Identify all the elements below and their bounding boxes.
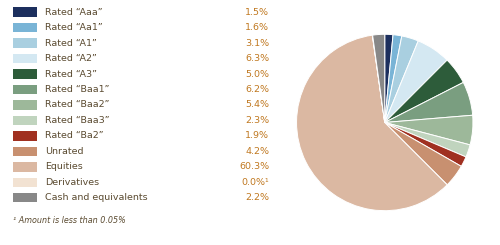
Text: ¹ Amount is less than 0.05%: ¹ Amount is less than 0.05% xyxy=(13,216,126,225)
Text: 60.3%: 60.3% xyxy=(239,162,269,171)
Text: Rated “Baa3”: Rated “Baa3” xyxy=(46,116,110,125)
Text: Rated “Ba2”: Rated “Ba2” xyxy=(46,132,104,140)
Text: Rated “Baa1”: Rated “Baa1” xyxy=(46,85,110,94)
Text: 1.5%: 1.5% xyxy=(245,8,269,17)
Text: Rated “A1”: Rated “A1” xyxy=(46,38,98,48)
Bar xyxy=(13,54,38,63)
Bar xyxy=(13,147,38,156)
Wedge shape xyxy=(385,41,447,122)
Wedge shape xyxy=(385,36,418,122)
Bar xyxy=(13,23,38,32)
Wedge shape xyxy=(385,82,472,122)
Text: 6.2%: 6.2% xyxy=(245,85,269,94)
Wedge shape xyxy=(385,60,464,122)
Bar xyxy=(13,116,38,125)
Bar xyxy=(13,8,38,17)
Wedge shape xyxy=(385,122,470,157)
Text: 2.2%: 2.2% xyxy=(245,194,269,202)
Text: 0.0%¹: 0.0%¹ xyxy=(242,178,269,187)
Text: Equities: Equities xyxy=(46,162,83,171)
Text: Unrated: Unrated xyxy=(46,147,84,156)
Wedge shape xyxy=(296,35,447,211)
Text: 3.1%: 3.1% xyxy=(245,38,269,48)
Text: Rated “Aaa”: Rated “Aaa” xyxy=(46,8,103,17)
Bar xyxy=(13,193,38,203)
Text: 5.4%: 5.4% xyxy=(245,100,269,110)
Text: 1.6%: 1.6% xyxy=(245,23,269,32)
Bar xyxy=(13,100,38,110)
Text: Derivatives: Derivatives xyxy=(46,178,100,187)
Text: 1.9%: 1.9% xyxy=(245,132,269,140)
Bar xyxy=(13,178,38,187)
Text: Rated “Baa2”: Rated “Baa2” xyxy=(46,100,110,110)
Text: Rated “A3”: Rated “A3” xyxy=(46,70,98,78)
Bar xyxy=(13,69,38,79)
Text: Rated “A2”: Rated “A2” xyxy=(46,54,98,63)
Wedge shape xyxy=(385,122,462,185)
Text: 4.2%: 4.2% xyxy=(245,147,269,156)
Bar xyxy=(13,85,38,94)
Text: Cash and equivalents: Cash and equivalents xyxy=(46,194,148,202)
Wedge shape xyxy=(384,34,393,122)
Wedge shape xyxy=(385,115,473,145)
Bar xyxy=(13,162,38,171)
Bar xyxy=(13,38,38,48)
Text: 2.3%: 2.3% xyxy=(245,116,269,125)
Bar xyxy=(13,131,38,141)
Wedge shape xyxy=(385,35,402,122)
Text: Rated “Aa1”: Rated “Aa1” xyxy=(46,23,103,32)
Text: 5.0%: 5.0% xyxy=(245,70,269,78)
Wedge shape xyxy=(372,34,385,122)
Wedge shape xyxy=(385,122,466,166)
Text: 6.3%: 6.3% xyxy=(245,54,269,63)
Wedge shape xyxy=(372,35,385,122)
